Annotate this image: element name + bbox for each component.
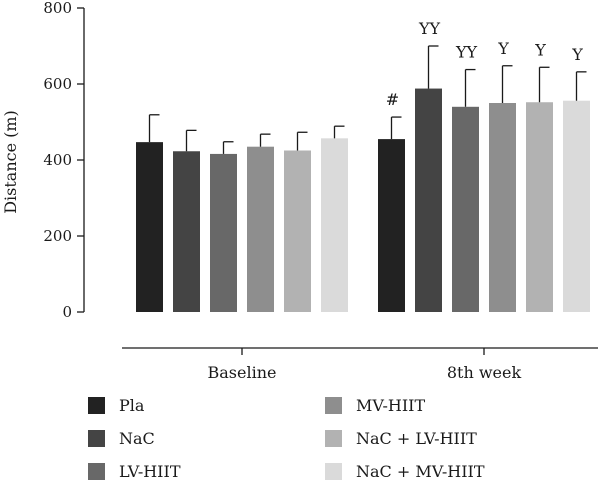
bar-mv-hiit-0 bbox=[247, 146, 274, 312]
bar-nac-mv-hiit-1 bbox=[563, 100, 590, 312]
legend-swatch bbox=[88, 463, 105, 480]
bar-nac-lv-hiit-0 bbox=[284, 150, 311, 312]
y-tick-label: 0 bbox=[62, 303, 72, 321]
legend-swatch bbox=[325, 463, 342, 480]
y-axis: 0 200 400 600 800 bbox=[43, 0, 85, 321]
significance-marker: YY bbox=[455, 43, 478, 62]
legend-label: NaC + MV-HIIT bbox=[356, 462, 485, 481]
significance-marker: Y bbox=[497, 39, 509, 58]
y-tick-label: 400 bbox=[43, 151, 72, 169]
legend-label: NaC + LV-HIIT bbox=[356, 429, 477, 448]
legend-label: LV-HIIT bbox=[119, 462, 181, 481]
bar-nac-0 bbox=[173, 151, 200, 312]
bar-lv-hiit-1 bbox=[452, 106, 479, 312]
bar-pla-1 bbox=[378, 139, 405, 312]
significance-marker: Y bbox=[534, 40, 546, 59]
legend-label: NaC bbox=[119, 429, 155, 448]
bar-pla-0 bbox=[136, 142, 163, 312]
legend: Pla NaC LV-HIIT MV-HIIT NaC + LV-HIIT NaC + M… bbox=[88, 396, 485, 481]
x-category-label: 8th week bbox=[447, 363, 522, 382]
legend-label: Pla bbox=[119, 396, 145, 415]
legend-swatch bbox=[325, 430, 342, 447]
significance-marker: # bbox=[386, 90, 399, 109]
significance-marker: Y bbox=[571, 45, 583, 64]
y-tick-label: 600 bbox=[43, 75, 72, 93]
bar-nac-lv-hiit-1 bbox=[526, 102, 553, 313]
y-tick-label: 800 bbox=[43, 0, 72, 17]
y-axis-title: Distance (m) bbox=[1, 110, 20, 214]
legend-label: MV-HIIT bbox=[356, 396, 425, 415]
significance-marker: YY bbox=[418, 19, 441, 38]
legend-swatch bbox=[325, 397, 342, 414]
x-axis: Baseline 8th week bbox=[122, 347, 598, 382]
legend-swatch bbox=[88, 430, 105, 447]
bar-mv-hiit-1 bbox=[489, 103, 516, 312]
x-category-label: Baseline bbox=[208, 363, 277, 382]
bar-lv-hiit-0 bbox=[210, 153, 237, 312]
bar-nac-mv-hiit-0 bbox=[321, 138, 348, 312]
bar-nac-1 bbox=[415, 88, 442, 312]
y-tick-label: 200 bbox=[43, 227, 72, 245]
legend-swatch bbox=[88, 397, 105, 414]
